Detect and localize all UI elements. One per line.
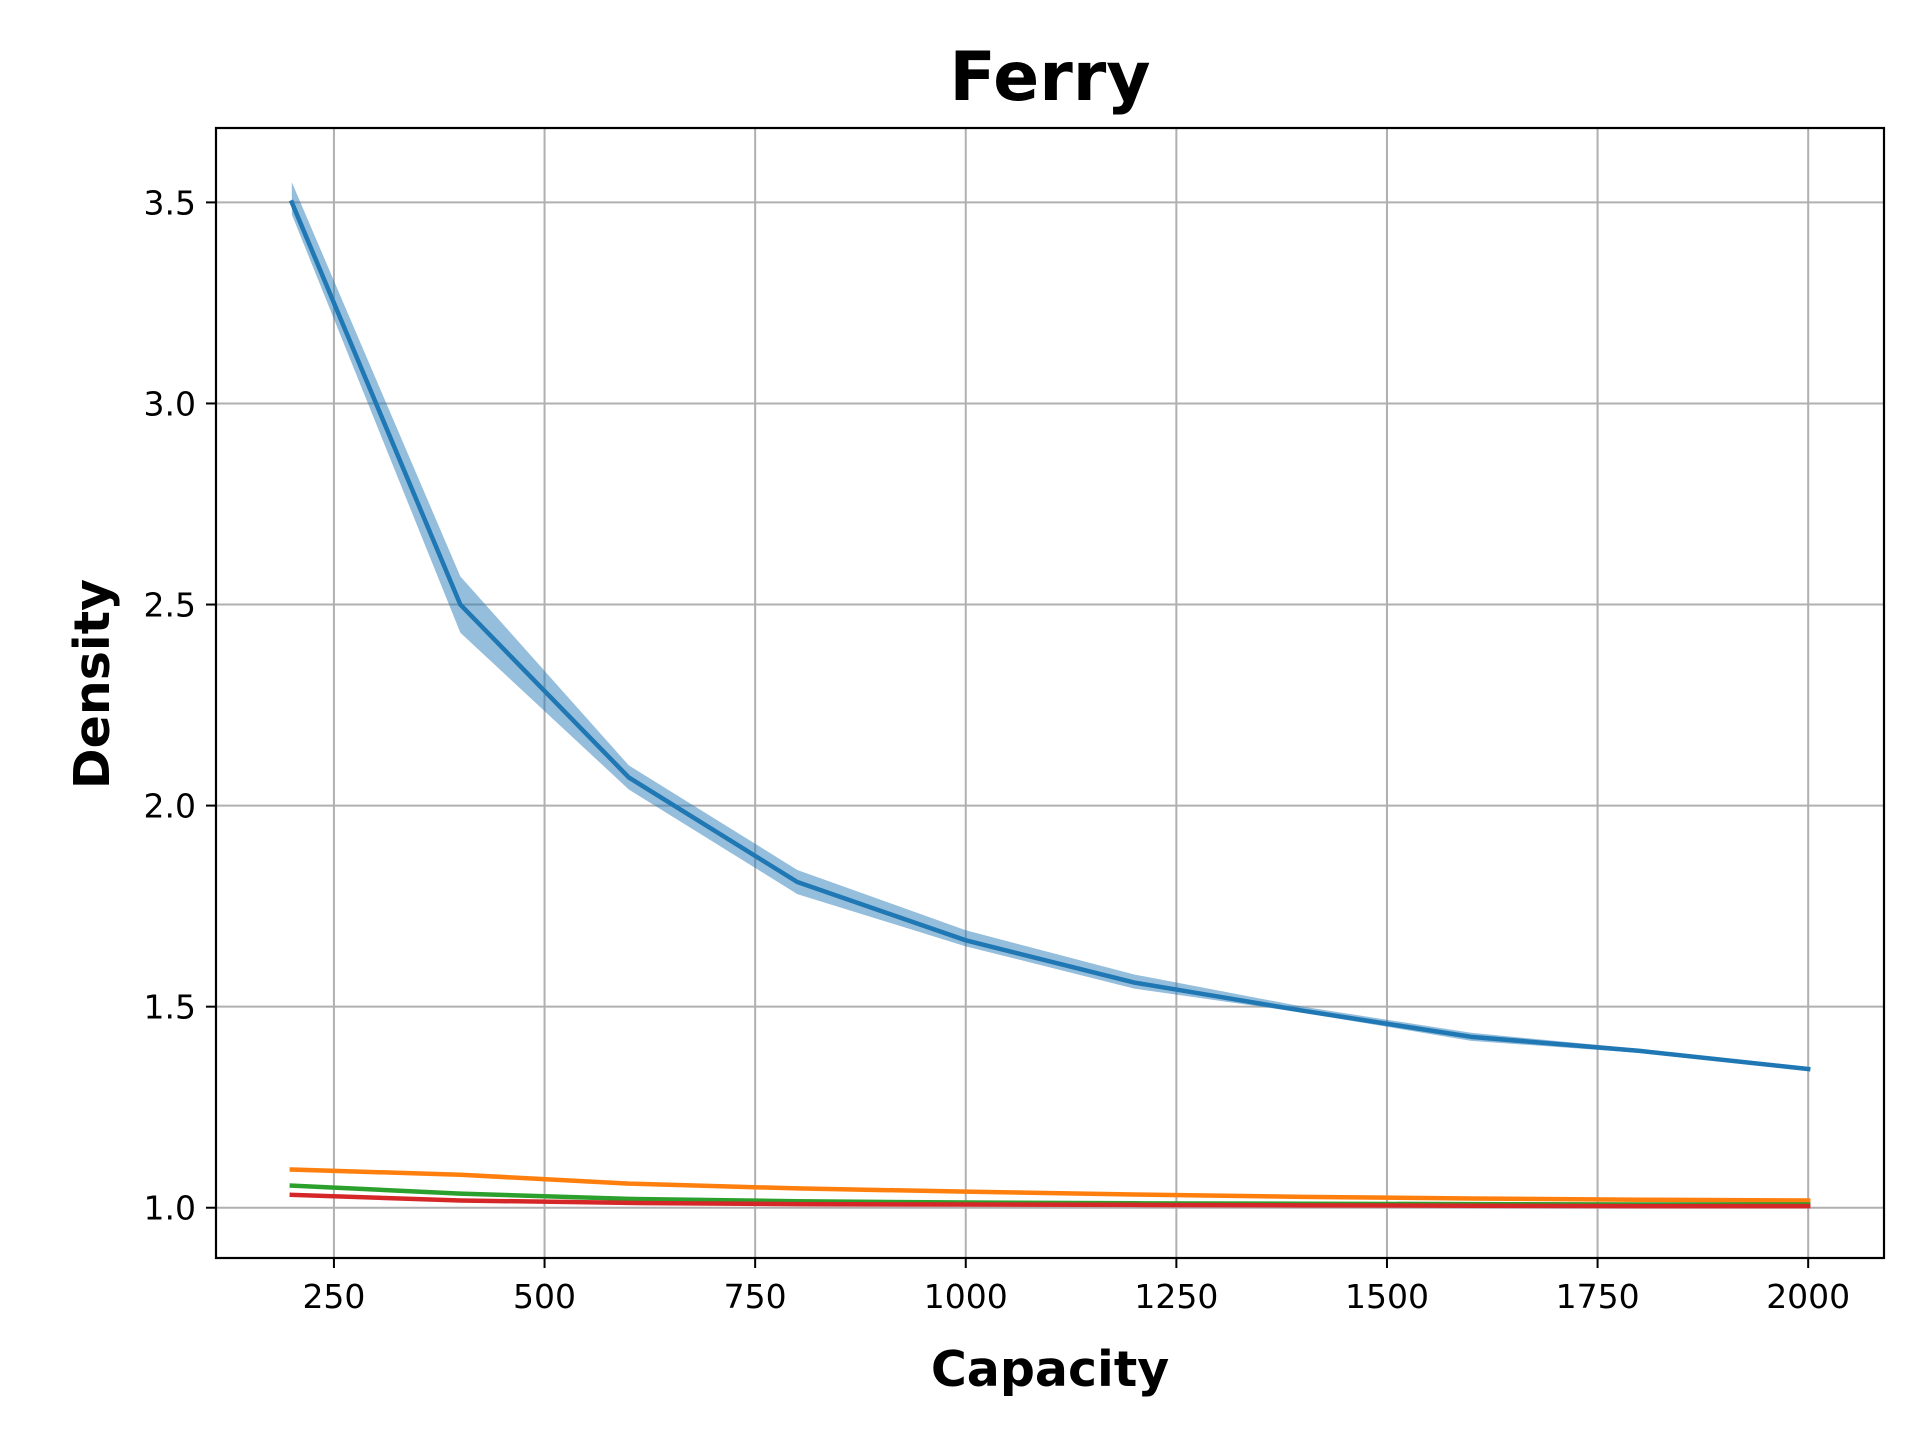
- series-1-band: [291, 182, 1809, 1072]
- x-axis-label: Capacity: [931, 1341, 1169, 1398]
- y-tick-label: 3.5: [144, 183, 196, 222]
- y-tick-label: 1.0: [144, 1189, 196, 1228]
- series-4-line: [289, 1192, 1811, 1209]
- series-1-line: [288, 199, 1811, 1072]
- y-tick-label: 1.5: [144, 988, 196, 1027]
- chart-title: Ferry: [949, 38, 1150, 117]
- plot-frame: [214, 126, 1886, 1260]
- x-tick-label: 1000: [924, 1277, 1008, 1316]
- x-tick-label: 1500: [1345, 1277, 1429, 1316]
- x-tick-label: 1750: [1556, 1277, 1640, 1316]
- series-2-line: [289, 1167, 1811, 1203]
- x-axis-ticks: 250 500 750 1000 1250 1500 1750 2000: [302, 1258, 1850, 1316]
- x-tick-label: 1250: [1134, 1277, 1218, 1316]
- x-tick-label: 750: [724, 1277, 787, 1316]
- y-tick-label: 2.5: [144, 586, 196, 625]
- x-tick-label: 500: [513, 1277, 576, 1316]
- y-axis-ticks: 1.0 1.5 2.0 2.5 3.0 3.5: [144, 183, 216, 1228]
- grid: [216, 128, 1884, 1258]
- x-tick-label: 250: [302, 1277, 365, 1316]
- confidence-bands: [291, 182, 1809, 1072]
- y-axis-label: Density: [64, 579, 121, 789]
- y-tick-label: 3.0: [144, 384, 196, 423]
- x-tick-label: 2000: [1766, 1277, 1850, 1316]
- y-tick-label: 2.0: [144, 787, 196, 826]
- series-lines: [288, 199, 1811, 1209]
